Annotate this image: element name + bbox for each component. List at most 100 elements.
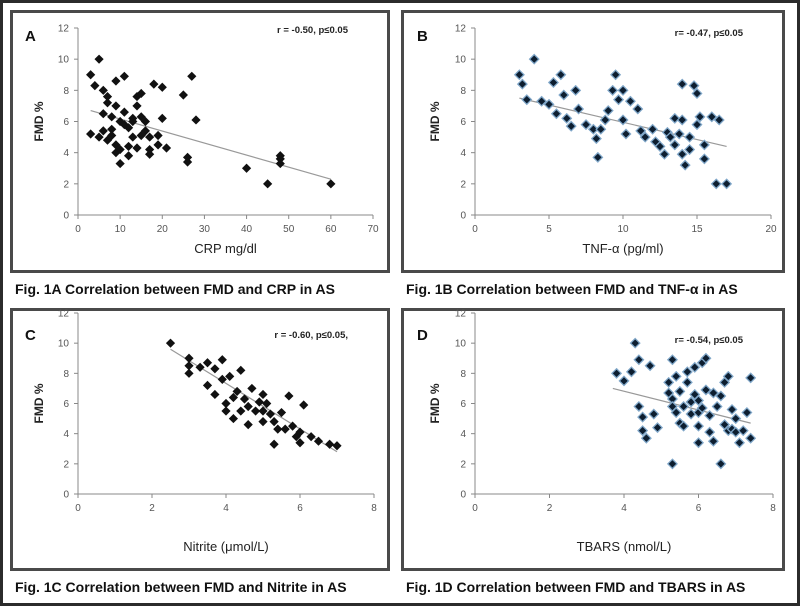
y-axis-label: FMD %	[428, 383, 442, 423]
data-point	[111, 148, 121, 158]
data-point	[691, 119, 703, 131]
data-point	[707, 435, 719, 447]
data-point	[613, 94, 625, 106]
data-point	[221, 406, 231, 416]
data-point	[295, 427, 305, 437]
data-point	[707, 387, 719, 399]
data-point	[678, 400, 690, 413]
data-point	[107, 124, 117, 134]
y-tick-label: 2	[460, 459, 466, 470]
data-point	[280, 424, 290, 434]
data-point	[599, 114, 611, 126]
y-tick-label: 2	[460, 179, 466, 190]
panel-c-frame	[10, 308, 390, 571]
x-tick-label: 20	[157, 224, 169, 235]
data-point	[90, 81, 100, 91]
y-axis-label: FMD %	[428, 101, 442, 141]
x-tick-label: 50	[283, 224, 295, 235]
data-point	[94, 132, 104, 142]
data-point	[555, 69, 567, 81]
y-tick-label: 0	[63, 211, 69, 222]
data-point	[669, 112, 681, 124]
data-point	[86, 70, 96, 80]
data-point	[269, 439, 279, 449]
y-tick-label: 10	[455, 339, 467, 350]
data-point	[123, 141, 134, 152]
panel-b-frame	[401, 10, 785, 273]
x-tick-label: 20	[765, 224, 777, 235]
data-point	[670, 407, 682, 419]
data-point	[625, 366, 637, 378]
y-tick-label: 12	[58, 24, 70, 35]
data-point	[629, 337, 641, 349]
data-point	[513, 69, 525, 81]
data-point	[666, 354, 678, 366]
data-point	[640, 432, 652, 444]
data-point	[221, 398, 231, 409]
correlation-annotation: r= -0.54, p≤0.05	[675, 335, 744, 346]
data-point	[102, 91, 113, 102]
data-point	[239, 394, 250, 404]
data-point	[694, 111, 706, 123]
data-point	[165, 338, 176, 348]
x-axis-label: TNF-α (pg/ml)	[582, 241, 663, 256]
data-point	[689, 361, 701, 373]
data-point	[647, 123, 659, 135]
data-point	[184, 361, 194, 371]
data-point	[704, 410, 716, 422]
data-point	[652, 422, 664, 434]
data-point	[618, 375, 630, 387]
data-point	[217, 374, 227, 384]
x-tick-label: 0	[472, 503, 478, 514]
x-tick-label: 15	[691, 224, 703, 235]
data-point	[700, 352, 712, 364]
data-point	[676, 114, 688, 126]
data-point	[157, 82, 167, 92]
data-point	[698, 139, 710, 151]
data-point	[587, 123, 599, 135]
y-tick-label: 10	[455, 55, 467, 66]
data-point	[666, 458, 678, 470]
data-point	[561, 112, 573, 124]
data-point	[684, 131, 696, 143]
data-point	[624, 95, 636, 107]
data-point	[263, 179, 273, 189]
data-point	[565, 120, 577, 132]
data-point	[543, 98, 555, 110]
data-point	[617, 114, 629, 126]
data-point	[128, 132, 138, 142]
data-point	[706, 111, 718, 123]
data-point	[745, 372, 757, 384]
data-point	[258, 406, 268, 416]
correlation-annotation: r= -0.47, p≤0.05	[675, 28, 744, 39]
x-tick-label: 6	[696, 503, 702, 514]
x-tick-label: 8	[371, 503, 377, 514]
data-point	[243, 420, 253, 430]
data-point	[98, 85, 108, 95]
data-point	[86, 129, 96, 139]
data-point	[617, 84, 629, 96]
data-point	[291, 432, 301, 442]
data-point	[119, 71, 129, 81]
x-tick-label: 2	[547, 503, 553, 514]
panel-label: D	[417, 327, 428, 344]
data-point	[299, 400, 309, 410]
data-point	[710, 178, 722, 190]
data-point	[107, 112, 117, 122]
data-point	[325, 439, 335, 449]
x-tick-label: 2	[149, 503, 155, 514]
data-point	[153, 140, 163, 150]
data-point	[713, 114, 725, 126]
data-point	[611, 367, 623, 379]
data-point	[132, 101, 142, 111]
y-tick-label: 10	[58, 55, 70, 66]
data-point	[580, 119, 592, 131]
y-tick-label: 4	[63, 429, 69, 440]
y-tick-label: 2	[63, 459, 69, 470]
data-point	[715, 458, 727, 470]
data-point	[115, 158, 125, 169]
data-point	[258, 417, 268, 427]
data-point	[595, 123, 607, 135]
data-point	[123, 151, 134, 161]
